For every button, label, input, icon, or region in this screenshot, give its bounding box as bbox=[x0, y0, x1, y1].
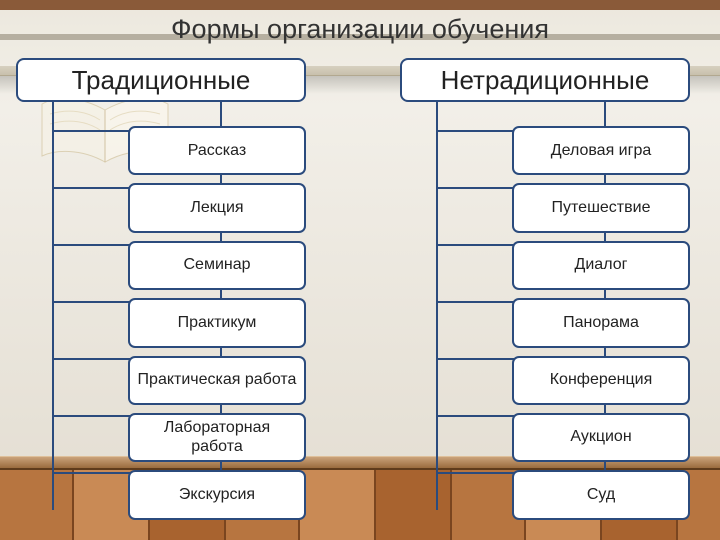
column-traditional: ТрадиционныеРассказЛекцияСеминарПрактику… bbox=[16, 58, 306, 102]
column-nontraditional: НетрадиционныеДеловая играПутешествиеДиа… bbox=[400, 58, 690, 102]
top-wood-strip bbox=[0, 0, 720, 10]
item-box: Аукцион bbox=[512, 413, 690, 462]
item-box: Рассказ bbox=[128, 126, 306, 175]
items-nontraditional: Деловая игра Путешествие Диалог Панорама Кон… bbox=[512, 126, 690, 520]
item-box: Практикум bbox=[128, 298, 306, 347]
item-box: Путешествие bbox=[512, 183, 690, 232]
item-box: Диалог bbox=[512, 241, 690, 290]
item-box: Панорама bbox=[512, 298, 690, 347]
item-box: Экскурсия bbox=[128, 470, 306, 519]
item-box: Лабораторная работа bbox=[128, 413, 306, 462]
slide-stage: Формы организации обучения ТрадиционныеР… bbox=[0, 0, 720, 540]
item-box: Семинар bbox=[128, 241, 306, 290]
item-box: Практическая работа bbox=[128, 356, 306, 405]
item-box: Лекция bbox=[128, 183, 306, 232]
column-header-nontraditional: Нетрадиционные bbox=[400, 58, 690, 102]
items-traditional: Рассказ Лекция Семинар Практикум Практическа… bbox=[128, 126, 306, 520]
column-header-traditional: Традиционные bbox=[16, 58, 306, 102]
item-box: Конференция bbox=[512, 356, 690, 405]
page-title: Формы организации обучения bbox=[0, 14, 720, 45]
item-box: Суд bbox=[512, 470, 690, 519]
item-box: Деловая игра bbox=[512, 126, 690, 175]
